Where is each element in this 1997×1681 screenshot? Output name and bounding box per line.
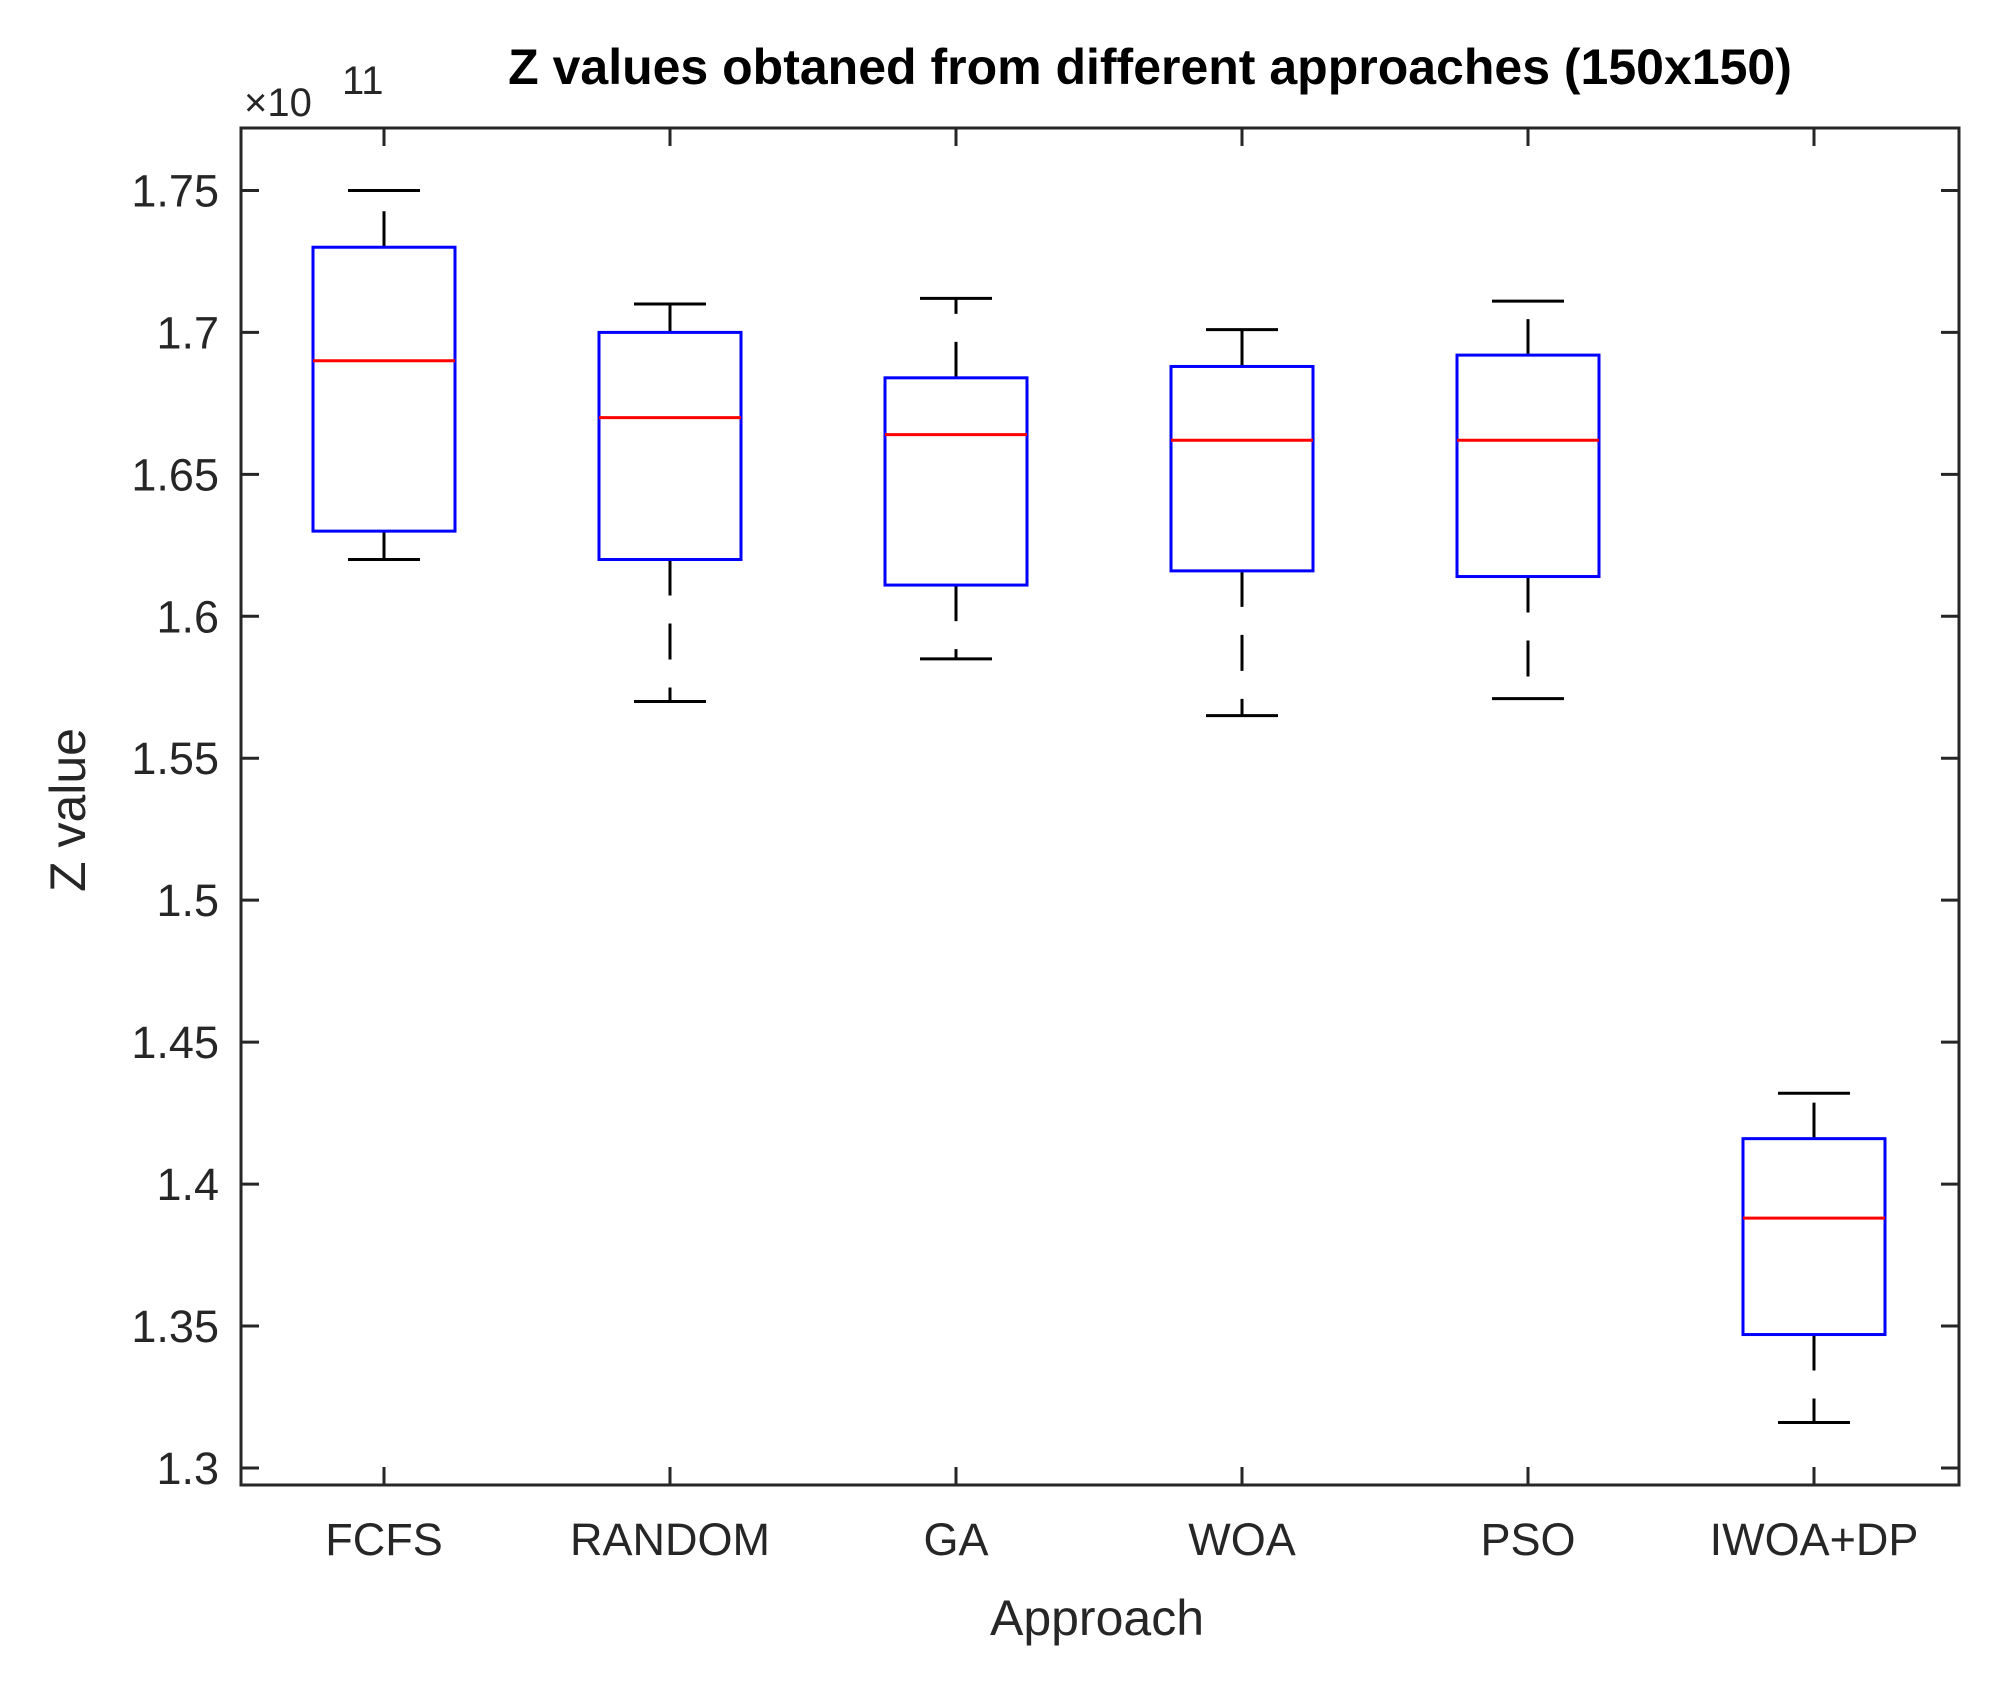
- plot-frame: [239, 126, 1961, 1487]
- x-axis-label: Approach: [990, 1590, 1204, 1646]
- y-tick-label: 1.6: [156, 591, 219, 642]
- y-tick-label: 1.5: [156, 875, 219, 926]
- x-tick-label: WOA: [1188, 1514, 1296, 1565]
- x-tick-label: IWOA+DP: [1710, 1514, 1919, 1565]
- box-iqr: [597, 330, 743, 562]
- y-tick-label: 1.3: [156, 1443, 219, 1494]
- y-tick-label: 1.7: [156, 307, 219, 358]
- y-axis-label: Z value: [40, 728, 96, 892]
- x-tick-label: RANDOM: [570, 1514, 770, 1565]
- box-iqr: [311, 245, 457, 533]
- x-tick-label: GA: [923, 1514, 988, 1565]
- plot-area: 1.3 1.35 1.4 1.45 1.5 1.55 1.6 1.65 1.7 1.75 FCFS R…: [131, 126, 1961, 1565]
- y-tick-label: 1.35: [131, 1301, 219, 1352]
- y-tick-label: 1.55: [131, 733, 219, 784]
- chart-title: Z values obtaned from different approach…: [508, 39, 1792, 95]
- y-exponent-label: ×10 11: [244, 59, 384, 125]
- box-iqr: [1741, 1137, 1887, 1337]
- y-tick-label: 1.65: [131, 449, 219, 500]
- box-iqr: [1169, 364, 1315, 573]
- box-iqr: [1455, 353, 1601, 579]
- y-exponent-power: 11: [342, 59, 384, 103]
- x-tick-label: PSO: [1480, 1514, 1575, 1565]
- y-tick-label: 1.4: [156, 1159, 219, 1210]
- y-tick-label: 1.45: [131, 1017, 219, 1068]
- x-tick-label: FCFS: [325, 1514, 443, 1565]
- y-exponent-prefix: ×10: [244, 81, 312, 125]
- box-iqr: [883, 376, 1029, 587]
- y-tick-label: 1.75: [131, 165, 219, 216]
